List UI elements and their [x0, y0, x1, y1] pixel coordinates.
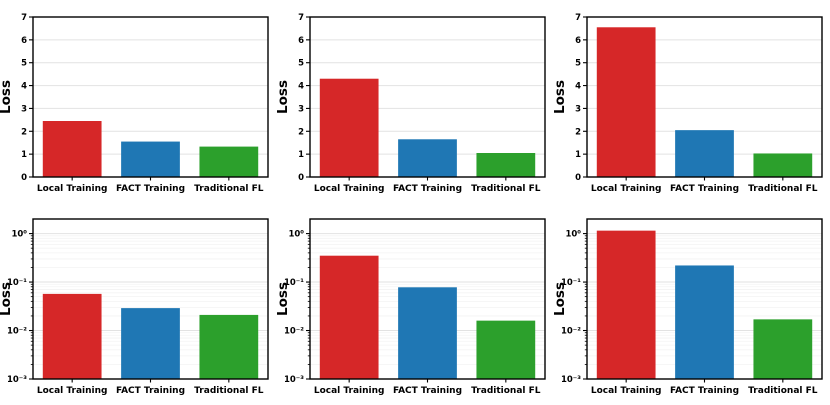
y-tick-label: 3 [298, 104, 304, 114]
y-tick-label: 10⁻¹ [561, 278, 581, 288]
y-tick-label: 6 [575, 36, 581, 46]
y-tick-label: 10⁻³ [561, 375, 581, 385]
x-tick-label-fact-training: FACT Training [393, 184, 462, 194]
y-tick-label: 10⁻¹ [284, 278, 304, 288]
y-tick-label: 10⁰ [565, 230, 581, 240]
y-tick-label: 5 [21, 59, 27, 69]
y-tick-label: 1 [21, 150, 27, 160]
bar-traditional-fl [199, 314, 259, 379]
bar-fact-training [675, 130, 734, 177]
y-tick-label: 10⁻² [7, 327, 27, 337]
y-tick-label: 2 [298, 127, 304, 137]
bar-chart-top-right: 0 1 2 3 4 5 6 7 Local Training FACT Training Tradi… [552, 13, 823, 194]
y-tick-label: 7 [21, 13, 27, 23]
chart-top-right: 0 1 2 3 4 5 6 7 Local Training FACT Training Tradi… [552, 1, 830, 203]
bar-traditional-fl [753, 319, 813, 379]
x-tick-label-traditional-fl: Traditional FL [748, 386, 818, 396]
y-axis-label: Loss [0, 282, 14, 316]
y-tick-label: 10⁻¹ [7, 278, 27, 288]
chart-top-left: 0 1 2 3 4 5 6 7 Local Training FACT Training Tradi… [0, 1, 276, 203]
y-axis-label: Loss [277, 282, 291, 316]
x-tick-label-fact-training: FACT Training [116, 184, 185, 194]
y-tick-label: 10⁻² [561, 327, 581, 337]
y-tick-label: 5 [298, 59, 304, 69]
bar-chart-top-center: 0 1 2 3 4 5 6 7 Local Training FACT Training Tradi… [275, 13, 546, 194]
x-tick-label-local-training: Local Training [314, 386, 385, 396]
y-tick-label: 0 [575, 173, 581, 183]
y-tick-label: 4 [575, 82, 581, 92]
y-tick-label: 1 [575, 150, 581, 160]
x-tick-label-local-training: Local Training [37, 386, 108, 396]
y-tick-label: 7 [575, 13, 581, 23]
bar-traditional-fl [476, 153, 536, 177]
y-tick-label: 2 [21, 127, 27, 137]
x-tick-label-local-training: Local Training [591, 386, 662, 396]
bar-local-training [42, 121, 102, 177]
x-tick-label-traditional-fl: Traditional FL [471, 184, 541, 194]
y-tick-label: 6 [298, 36, 304, 46]
bar-local-training [319, 78, 379, 177]
bar-fact-training [398, 287, 457, 379]
bar-chart-bottom-right: 10⁰ 10⁻¹ 10⁻² 10⁻³ Local Training FACT Traini… [552, 218, 823, 396]
bar-local-training [596, 27, 656, 177]
x-tick-label-fact-training: FACT Training [116, 386, 185, 396]
y-tick-label: 4 [298, 82, 304, 92]
bar-fact-training [675, 265, 734, 379]
y-tick-label: 7 [298, 13, 304, 23]
bar-local-training [319, 255, 379, 379]
y-tick-label: 10⁻³ [7, 375, 27, 385]
bar-traditional-fl [753, 153, 813, 177]
chart-bottom-right: 10⁰ 10⁻¹ 10⁻² 10⁻³ Local Training FACT Traini… [552, 203, 830, 405]
x-tick-label-local-training: Local Training [314, 184, 385, 194]
y-tick-label: 10⁰ [288, 230, 304, 240]
y-tick-label: 0 [21, 173, 27, 183]
x-tick-label-local-training: Local Training [591, 184, 662, 194]
y-tick-label: 2 [575, 127, 581, 137]
bar-fact-training [121, 141, 180, 177]
bar-traditional-fl [199, 146, 259, 177]
chart-bottom-left: 10⁰ 10⁻¹ 10⁻² 10⁻³ Local Training FACT Traini… [0, 203, 276, 405]
y-axis-label: Loss [0, 80, 14, 114]
bar-chart-bottom-center: 10⁰ 10⁻¹ 10⁻² 10⁻³ Local Training FACT Traini… [275, 218, 546, 396]
y-tick-label: 10⁰ [11, 230, 27, 240]
bar-local-training [596, 230, 656, 379]
bar-fact-training [121, 308, 180, 379]
bar-traditional-fl [476, 320, 536, 379]
bar-local-training [42, 293, 102, 379]
y-tick-label: 6 [21, 36, 27, 46]
y-tick-label: 5 [575, 59, 581, 69]
x-tick-label-fact-training: FACT Training [670, 386, 739, 396]
y-tick-label: 0 [298, 173, 304, 183]
x-tick-label-fact-training: FACT Training [670, 184, 739, 194]
x-tick-label-traditional-fl: Traditional FL [194, 184, 264, 194]
x-tick-label-traditional-fl: Traditional FL [471, 386, 541, 396]
bar-chart-bottom-left: 10⁰ 10⁻¹ 10⁻² 10⁻³ Local Training FACT Traini… [0, 218, 269, 396]
y-axis-label: Loss [277, 80, 291, 114]
y-axis-label: Loss [554, 282, 568, 316]
x-tick-label-local-training: Local Training [37, 184, 108, 194]
y-axis-label: Loss [554, 80, 568, 114]
bar-fact-training [398, 139, 457, 177]
y-tick-label: 4 [21, 82, 27, 92]
y-tick-label: 10⁻³ [284, 375, 304, 385]
y-tick-label: 3 [21, 104, 27, 114]
x-tick-label-traditional-fl: Traditional FL [748, 184, 818, 194]
bar-chart-top-left: 0 1 2 3 4 5 6 7 Local Training FACT Training Tradi… [0, 13, 269, 194]
chart-bottom-center: 10⁰ 10⁻¹ 10⁻² 10⁻³ Local Training FACT Traini… [275, 203, 553, 405]
y-tick-label: 1 [298, 150, 304, 160]
x-tick-label-traditional-fl: Traditional FL [194, 386, 264, 396]
chart-top-center: 0 1 2 3 4 5 6 7 Local Training FACT Training Tradi… [275, 1, 553, 203]
y-tick-label: 10⁻² [284, 327, 304, 337]
y-tick-label: 3 [575, 104, 581, 114]
x-tick-label-fact-training: FACT Training [393, 386, 462, 396]
